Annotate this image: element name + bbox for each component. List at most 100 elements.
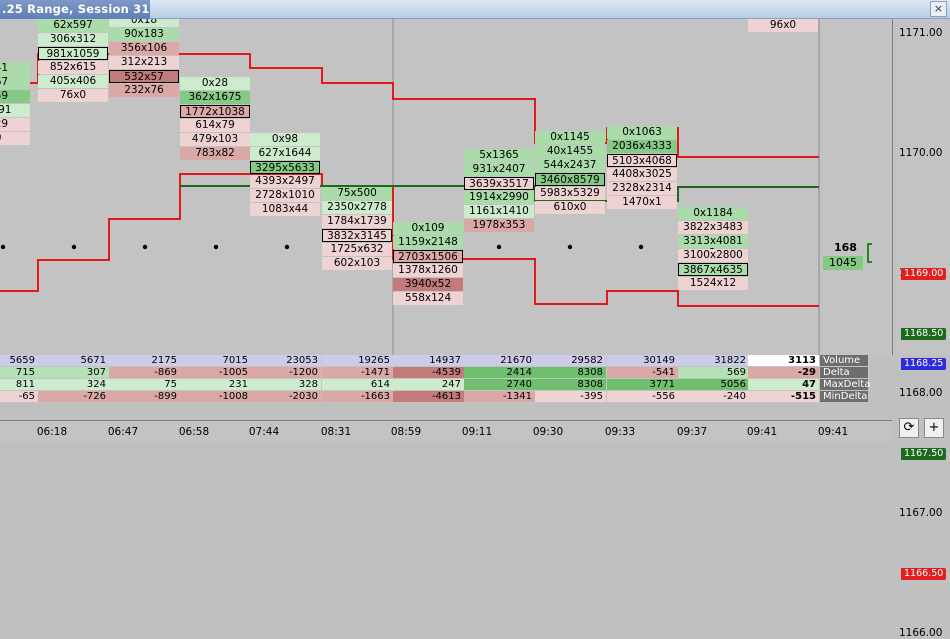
footprint-cell: 2328x2314 — [607, 182, 677, 195]
stats-cell: 5671 — [38, 355, 109, 366]
footprint-cell: 40x1455 — [535, 145, 605, 158]
time-tick-label: 09:41 — [746, 426, 778, 438]
price-axis[interactable]: 1171.00 1170.00 1169.00 1168.00 1167.00 1166.… — [892, 19, 950, 639]
dot-marker — [142, 244, 148, 250]
stats-cell: -1471 — [322, 367, 393, 378]
footprint-cell: 1524x12 — [678, 277, 748, 290]
footprint-cell: x0 — [0, 132, 30, 145]
stats-cell: -556 — [607, 391, 678, 402]
footprint-cell: 981x1059 — [38, 47, 108, 60]
last-bar-volume: 168 — [834, 241, 857, 254]
footprint-cell: 4393x2497 — [250, 175, 320, 188]
stats-cell: -541 — [607, 367, 678, 378]
footprint-cell: x441 — [0, 62, 30, 75]
stats-cell: 811 — [0, 379, 38, 390]
footprint-cell: 1161x1410 — [464, 205, 534, 218]
footprint-cell: 610x0 — [535, 201, 605, 214]
time-tick-label: 06:58 — [178, 426, 210, 438]
footprint-cell: 362x1675 — [180, 91, 250, 104]
footprint-cell: 3639x3517 — [464, 177, 534, 190]
stats-cell: -1663 — [322, 391, 393, 402]
stats-cell: 23053 — [250, 355, 321, 366]
stats-cell: 324 — [38, 379, 109, 390]
add-button[interactable]: + — [924, 418, 944, 438]
footprint-cell: 4408x3025 — [607, 168, 677, 181]
footprint-cell: 2036x4333 — [607, 140, 677, 153]
footprint-cell: 76x0 — [38, 89, 108, 102]
stats-cell: 21670 — [464, 355, 535, 366]
time-tick-label: 09:30 — [532, 426, 564, 438]
stats-cell: -29 — [748, 367, 819, 378]
stats-cell: -4539 — [393, 367, 464, 378]
time-tick-label: 09:11 — [461, 426, 493, 438]
footprint-cell: 544x2437 — [535, 159, 605, 172]
footprint-cell: 532x57 — [109, 70, 179, 83]
dot-marker — [496, 244, 502, 250]
footprint-cell: 1083x44 — [250, 203, 320, 216]
stats-cell: -726 — [38, 391, 109, 402]
window-titlebar[interactable]: .25 Range, Session 31 × — [0, 0, 950, 19]
stats-cell: 75 — [109, 379, 180, 390]
footprint-cell: x559 — [0, 90, 30, 103]
stats-cell: 31822 — [678, 355, 749, 366]
stats-cell: -1008 — [180, 391, 251, 402]
footprint-cell: 783x82 — [180, 147, 250, 160]
window-title: .25 Range, Session 31 — [2, 2, 150, 16]
footprint-cell: x467 — [0, 76, 30, 89]
footprint-cell: 479x103 — [180, 133, 250, 146]
time-tick-label: 07:44 — [248, 426, 280, 438]
stats-row-label: Volume — [820, 355, 868, 366]
refresh-button[interactable]: ⟳ — [899, 418, 919, 438]
footprint-cell: 0x18 — [109, 19, 179, 27]
stats-cell: 8308 — [535, 379, 606, 390]
footprint-cell: 0x28 — [180, 77, 250, 90]
footprint-cell: 5103x4068 — [607, 154, 677, 167]
stats-cell: 30149 — [607, 355, 678, 366]
stats-cell: 8308 — [535, 367, 606, 378]
footprint-cell: 0x98 — [250, 133, 320, 146]
footprint-cell: 3100x2800 — [678, 249, 748, 262]
stats-table: 5659 715 811 -65 5671 307 324 -726 2175 -869 75 -89… — [0, 355, 870, 403]
footprint-cell: 3832x3145 — [322, 229, 392, 242]
footprint-cell: 3940x52 — [393, 278, 463, 291]
stats-cell: 2740 — [464, 379, 535, 390]
footprint-cell: 602x103 — [322, 257, 392, 270]
dot-marker — [638, 244, 644, 250]
footprint-cell: x1291 — [0, 104, 30, 117]
footprint-cell: 931x2407 — [464, 163, 534, 176]
footprint-cell: 2350x2778 — [322, 201, 392, 214]
footprint-cell: x429 — [0, 118, 30, 131]
stats-cell: 29582 — [535, 355, 606, 366]
close-button[interactable]: × — [930, 1, 947, 17]
price-tick-label: 1168.00 — [899, 387, 943, 399]
stats-cell: 5056 — [678, 379, 749, 390]
stats-cell: 715 — [0, 367, 38, 378]
dot-marker — [284, 244, 290, 250]
footprint-cell: 3822x3483 — [678, 221, 748, 234]
footprint-cell: 1978x353 — [464, 219, 534, 232]
footprint-cell: 5x1365 — [464, 149, 534, 162]
footprint-cell: 2703x1506 — [393, 250, 463, 263]
footprint-chart[interactable]: x441x467x559x1291x429x0 62x597306x312981x… — [0, 19, 892, 355]
footprint-cell: 1159x2148 — [393, 236, 463, 249]
stats-cell: 614 — [322, 379, 393, 390]
stats-row-label: Delta — [820, 367, 868, 378]
stats-cell: -1005 — [180, 367, 251, 378]
footprint-cell: 3295x5633 — [250, 161, 320, 174]
titlebar-accent — [0, 0, 150, 19]
dot-marker — [213, 244, 219, 250]
footprint-cell: 90x183 — [109, 28, 179, 41]
footprint-cell: 306x312 — [38, 33, 108, 46]
price-tick-label: 1171.00 — [899, 27, 943, 39]
dot-marker — [0, 244, 6, 250]
stats-cell: 3771 — [607, 379, 678, 390]
stats-cell: -4613 — [393, 391, 464, 402]
footprint-cell: 62x597 — [38, 19, 108, 32]
time-axis[interactable]: 06:18 06:47 06:58 07:44 08:31 08:59 09:11 09:30… — [0, 420, 892, 442]
stats-cell: -395 — [535, 391, 606, 402]
footprint-cell: 75x500 — [322, 187, 392, 200]
stats-cell: -240 — [678, 391, 749, 402]
stats-cell: 247 — [393, 379, 464, 390]
stats-cell: -899 — [109, 391, 180, 402]
stats-cell: -1341 — [464, 391, 535, 402]
